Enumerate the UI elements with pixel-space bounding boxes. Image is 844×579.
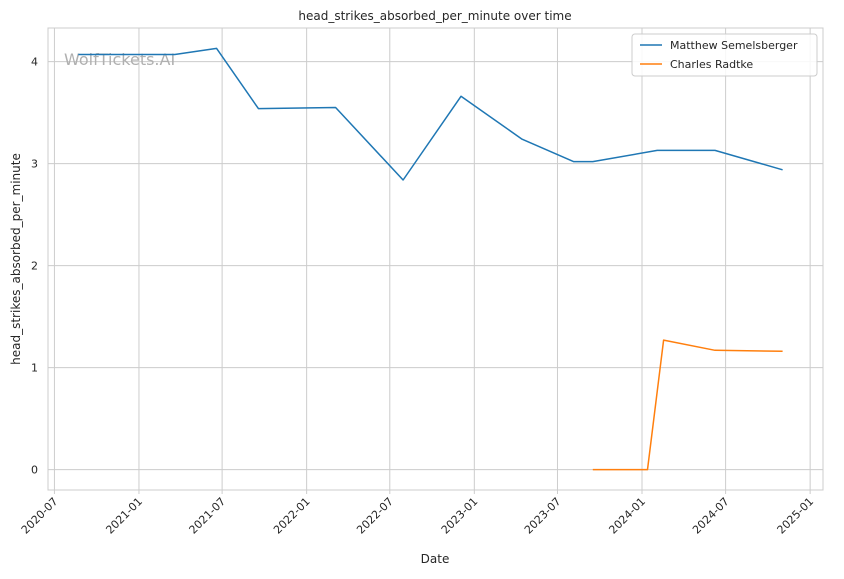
x-tick-label: 2024-07 [690, 495, 732, 537]
plot-frame [47, 27, 824, 491]
series-lines [78, 47, 783, 471]
legend-label: Charles Radtke [670, 58, 753, 71]
x-tick-label: 2023-07 [522, 495, 564, 537]
x-axis-label: Date [421, 552, 450, 566]
x-tick-label: 2020-07 [19, 495, 61, 537]
y-axis-label: head_strikes_absorbed_per_minute [9, 153, 23, 365]
y-tick-label: 0 [31, 464, 38, 477]
legend-box [631, 33, 818, 77]
legend: Matthew Semelsberger Charles Radtke [631, 33, 818, 77]
series-line-0 [78, 47, 783, 181]
y-tick-label: 4 [31, 56, 38, 69]
x-tick-label: 2023-01 [439, 495, 481, 537]
chart-title: head_strikes_absorbed_per_minute over ti… [298, 9, 571, 23]
grid-lines [48, 28, 823, 494]
x-tick-label: 2024-01 [606, 495, 648, 537]
y-tick-labels: 0 1 2 3 4 [31, 56, 38, 477]
x-tick-label: 2021-01 [103, 495, 145, 537]
x-tick-label: 2021-07 [187, 495, 229, 537]
y-tick-label: 1 [31, 362, 38, 375]
x-tick-label: 2022-01 [271, 495, 313, 537]
x-tick-label: 2022-07 [354, 495, 396, 537]
y-tick-label: 3 [31, 158, 38, 171]
y-tick-label: 2 [31, 260, 38, 273]
x-tick-labels: 2020-07 2021-01 2021-07 2022-01 2022-07 2023-… [19, 495, 816, 537]
legend-label: Matthew Semelsberger [670, 39, 798, 52]
watermark: WolfTickets.AI [64, 50, 175, 69]
series-line-1 [592, 339, 783, 471]
x-tick-label: 2025-01 [775, 495, 817, 537]
